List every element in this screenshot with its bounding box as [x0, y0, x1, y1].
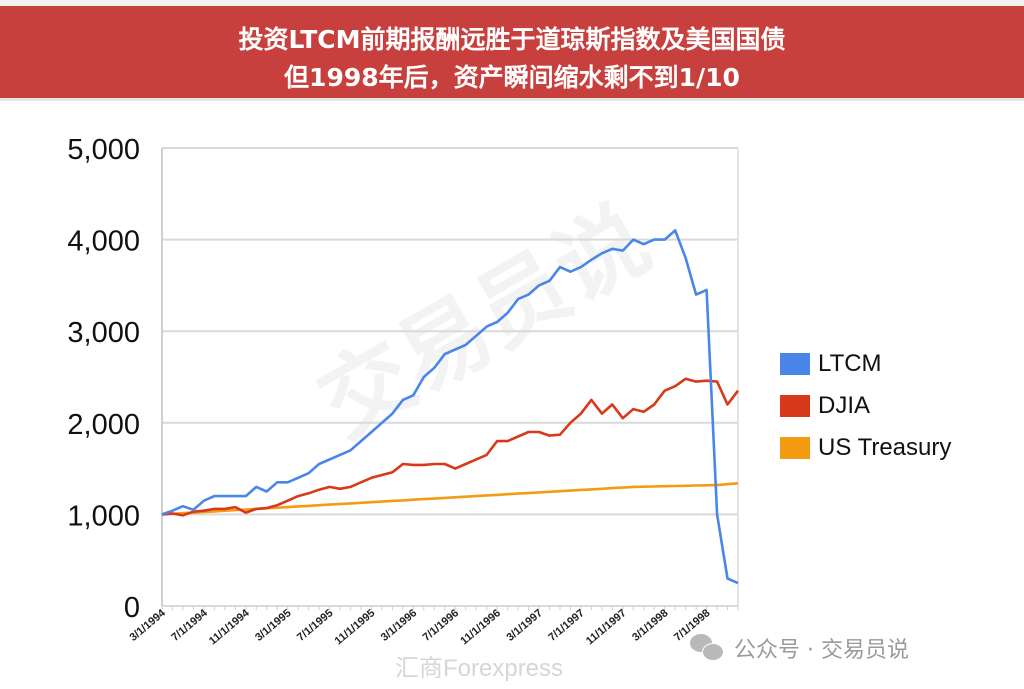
legend-item-us-treasury: US Treasury	[780, 427, 951, 469]
chart-legend: LTCM DJIA US Treasury	[780, 343, 951, 469]
y-tick-label: 4,000	[67, 226, 140, 258]
y-tick-label: 1,000	[67, 500, 140, 532]
legend-swatch-us-treasury	[780, 437, 810, 459]
legend-item-djia: DJIA	[780, 385, 951, 427]
legend-label: US Treasury	[818, 434, 952, 461]
title-banner: 投资LTCM前期报酬远胜于道琼斯指数及美国国债 但1998年后，资产瞬间缩水剩不…	[0, 6, 1024, 98]
x-tick-label: 7/1/1997	[546, 607, 587, 644]
x-tick-label: 11/1/1995	[333, 607, 378, 647]
series-line-ltcm	[161, 229, 739, 585]
legend-item-ltcm: LTCM	[780, 343, 951, 385]
legend-label: DJIA	[818, 392, 871, 419]
wechat-icon	[690, 634, 726, 662]
weibo-watermark: 汇商Forexpress	[395, 655, 564, 682]
gridlines	[161, 147, 739, 610]
legend-swatch-djia	[780, 395, 810, 417]
title-line-2: 但1998年后，资产瞬间缩水剩不到1/10	[284, 63, 740, 92]
x-tick-label: 11/1/1996	[458, 607, 503, 647]
y-tick-label: 5,000	[67, 134, 140, 166]
y-tick-label: 0	[124, 592, 140, 624]
y-tick-label: 3,000	[67, 317, 140, 349]
x-tick-label: 7/1/1996	[421, 607, 462, 644]
top-strip	[0, 0, 1024, 6]
wechat-account-label: 公众号 · 交易员说	[734, 638, 909, 663]
y-tick-label: 2,000	[67, 409, 140, 441]
wechat-account: 公众号 · 交易员说	[690, 632, 909, 664]
series-line-djia	[161, 377, 740, 517]
x-tick-label: 7/1/1994	[169, 607, 210, 644]
legend-swatch-ltcm	[780, 353, 810, 375]
x-tick-label: 3/1/1995	[253, 607, 294, 644]
x-tick-label: 3/1/1998	[630, 607, 671, 644]
x-tick-label: 3/1/1996	[379, 607, 420, 644]
title-line-1: 投资LTCM前期报酬远胜于道琼斯指数及美国国债	[238, 25, 786, 54]
banner-divider	[0, 98, 1024, 101]
series-lines	[161, 229, 740, 585]
x-tick-label: 11/1/1994	[207, 607, 252, 648]
x-tick-label: 3/1/1997	[504, 607, 545, 644]
legend-label: LTCM	[818, 350, 882, 377]
x-tick-label: 11/1/1997	[584, 607, 629, 647]
y-axis-ticks: 0 1,000 2,000 3,000 4,000 5,000	[67, 134, 140, 624]
x-tick-label: 7/1/1995	[295, 607, 336, 644]
series-line-us-treasury	[161, 482, 739, 516]
